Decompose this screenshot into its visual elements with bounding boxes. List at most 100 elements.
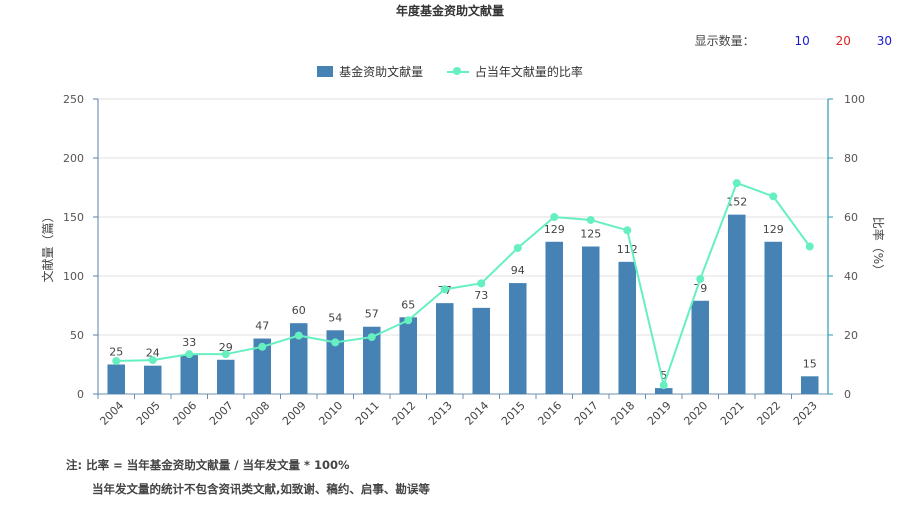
ratio-point [185, 350, 194, 359]
ratio-point [805, 242, 814, 251]
note-exclusion: 当年发文量的统计不包含资讯类文献,如致谢、稿约、启事、勘误等 [92, 482, 430, 496]
x-tick-label: 2014 [462, 399, 491, 428]
note-ratio-formula: 注: 比率 = 当年基金资助文献量 / 当年发文量 * 100% [66, 458, 350, 472]
legend-item-bar-series[interactable]: 基金资助文献量 [317, 63, 423, 80]
x-tick-label: 2005 [134, 399, 163, 428]
bar [691, 300, 710, 394]
ratio-point [586, 215, 595, 224]
x-tick-label: 2016 [535, 399, 564, 428]
x-tick-label: 2017 [572, 399, 601, 428]
ratio-point [112, 356, 121, 365]
x-tick-label: 2020 [681, 399, 710, 428]
bar [800, 376, 819, 394]
x-tick-label: 2021 [718, 399, 747, 428]
bar [581, 246, 600, 394]
x-tick-label: 2006 [170, 399, 199, 428]
bar [289, 323, 308, 394]
x-tick-label: 2011 [353, 399, 382, 428]
bar-value-label: 73 [474, 289, 488, 302]
bar [727, 214, 746, 394]
bar-value-label: 129 [544, 223, 565, 236]
ratio-point [404, 316, 413, 325]
x-tick-label: 2018 [608, 399, 637, 428]
bar [472, 307, 491, 394]
right-axis-tick-label: 80 [844, 152, 858, 165]
ratio-point [732, 179, 741, 188]
bar-value-label: 15 [803, 357, 817, 370]
right-axis-tick-label: 0 [844, 388, 851, 401]
bar [253, 338, 272, 394]
left-axis-tick-label: 50 [70, 329, 84, 342]
right-axis-tick-label: 20 [844, 329, 858, 342]
right-axis-tick-label: 100 [844, 93, 865, 106]
bar [654, 388, 673, 394]
ratio-line [116, 181, 811, 389]
bar-value-label: 112 [617, 243, 638, 256]
chart-legend: 基金资助文献量 占当年文献量的比率 [0, 63, 900, 80]
ratio-point [550, 213, 559, 221]
left-axis-tick-label: 150 [63, 211, 84, 224]
bar [399, 317, 418, 394]
bar-value-label: 54 [328, 311, 342, 324]
bar-value-label: 65 [401, 298, 415, 311]
y-axis-title: 文献量（篇） [40, 210, 55, 282]
legend-label-bar-series: 基金资助文献量 [339, 65, 424, 79]
x-tick-label: 2009 [280, 399, 309, 428]
ratio-point [477, 279, 486, 288]
x-tick-label: 2019 [645, 399, 674, 428]
ratio-point [513, 243, 522, 252]
y2-axis-title: 比率（%） [871, 217, 886, 276]
display-count-20-option[interactable]: 20 [835, 34, 851, 48]
x-tick-label: 2023 [791, 399, 820, 428]
display-count-selector: 显示数量： 10 20 30 [695, 32, 892, 49]
bar [143, 365, 162, 394]
left-axis-tick-label: 0 [77, 388, 84, 401]
ratio-point [331, 338, 340, 347]
bar [216, 359, 235, 394]
bar [764, 241, 783, 394]
bar [180, 355, 199, 394]
legend-item-line-series[interactable]: 占当年文献量的比率 [446, 63, 583, 80]
bar [362, 326, 381, 394]
x-tick-label: 2013 [426, 399, 455, 428]
chart-title: 年度基金资助文献量 [395, 4, 504, 18]
right-axis-tick-label: 40 [844, 270, 858, 283]
display-count-label: 显示数量： [694, 34, 755, 48]
bar [618, 261, 637, 394]
left-axis-tick-label: 100 [63, 270, 84, 283]
x-tick-label: 2007 [207, 399, 236, 428]
ratio-point [294, 331, 303, 340]
right-axis-tick-label: 60 [844, 211, 858, 224]
ratio-point [258, 342, 267, 351]
x-tick-label: 2010 [316, 399, 345, 428]
display-count-10-option[interactable]: 10 [794, 34, 810, 48]
x-tick-label: 2015 [499, 399, 528, 428]
x-tick-label: 2008 [243, 399, 272, 428]
bar [508, 283, 527, 394]
left-axis-tick-label: 250 [63, 93, 84, 106]
bar-series-swatch [317, 66, 334, 77]
bar-value-label: 24 [146, 347, 160, 360]
bar [435, 303, 454, 394]
display-count-30-option[interactable]: 30 [876, 34, 892, 48]
bar-value-label: 29 [219, 341, 233, 354]
bar-value-label: 94 [511, 264, 525, 277]
bar-value-label: 33 [182, 336, 196, 349]
ratio-point [623, 226, 632, 235]
ratio-point [696, 274, 705, 283]
bar-value-label: 129 [763, 223, 784, 236]
bar-value-label: 60 [292, 304, 306, 317]
bar [326, 330, 345, 394]
bar-value-label: 57 [365, 308, 379, 321]
bar-value-label: 47 [255, 320, 269, 333]
ratio-point [440, 285, 449, 294]
bar-value-label: 25 [109, 346, 123, 359]
x-tick-label: 2012 [389, 399, 418, 428]
ratio-point [367, 333, 376, 342]
ratio-point [769, 192, 778, 201]
x-tick-label: 2022 [754, 399, 783, 428]
bar-value-label: 125 [580, 228, 601, 241]
bar [107, 364, 126, 394]
bar [545, 241, 564, 394]
